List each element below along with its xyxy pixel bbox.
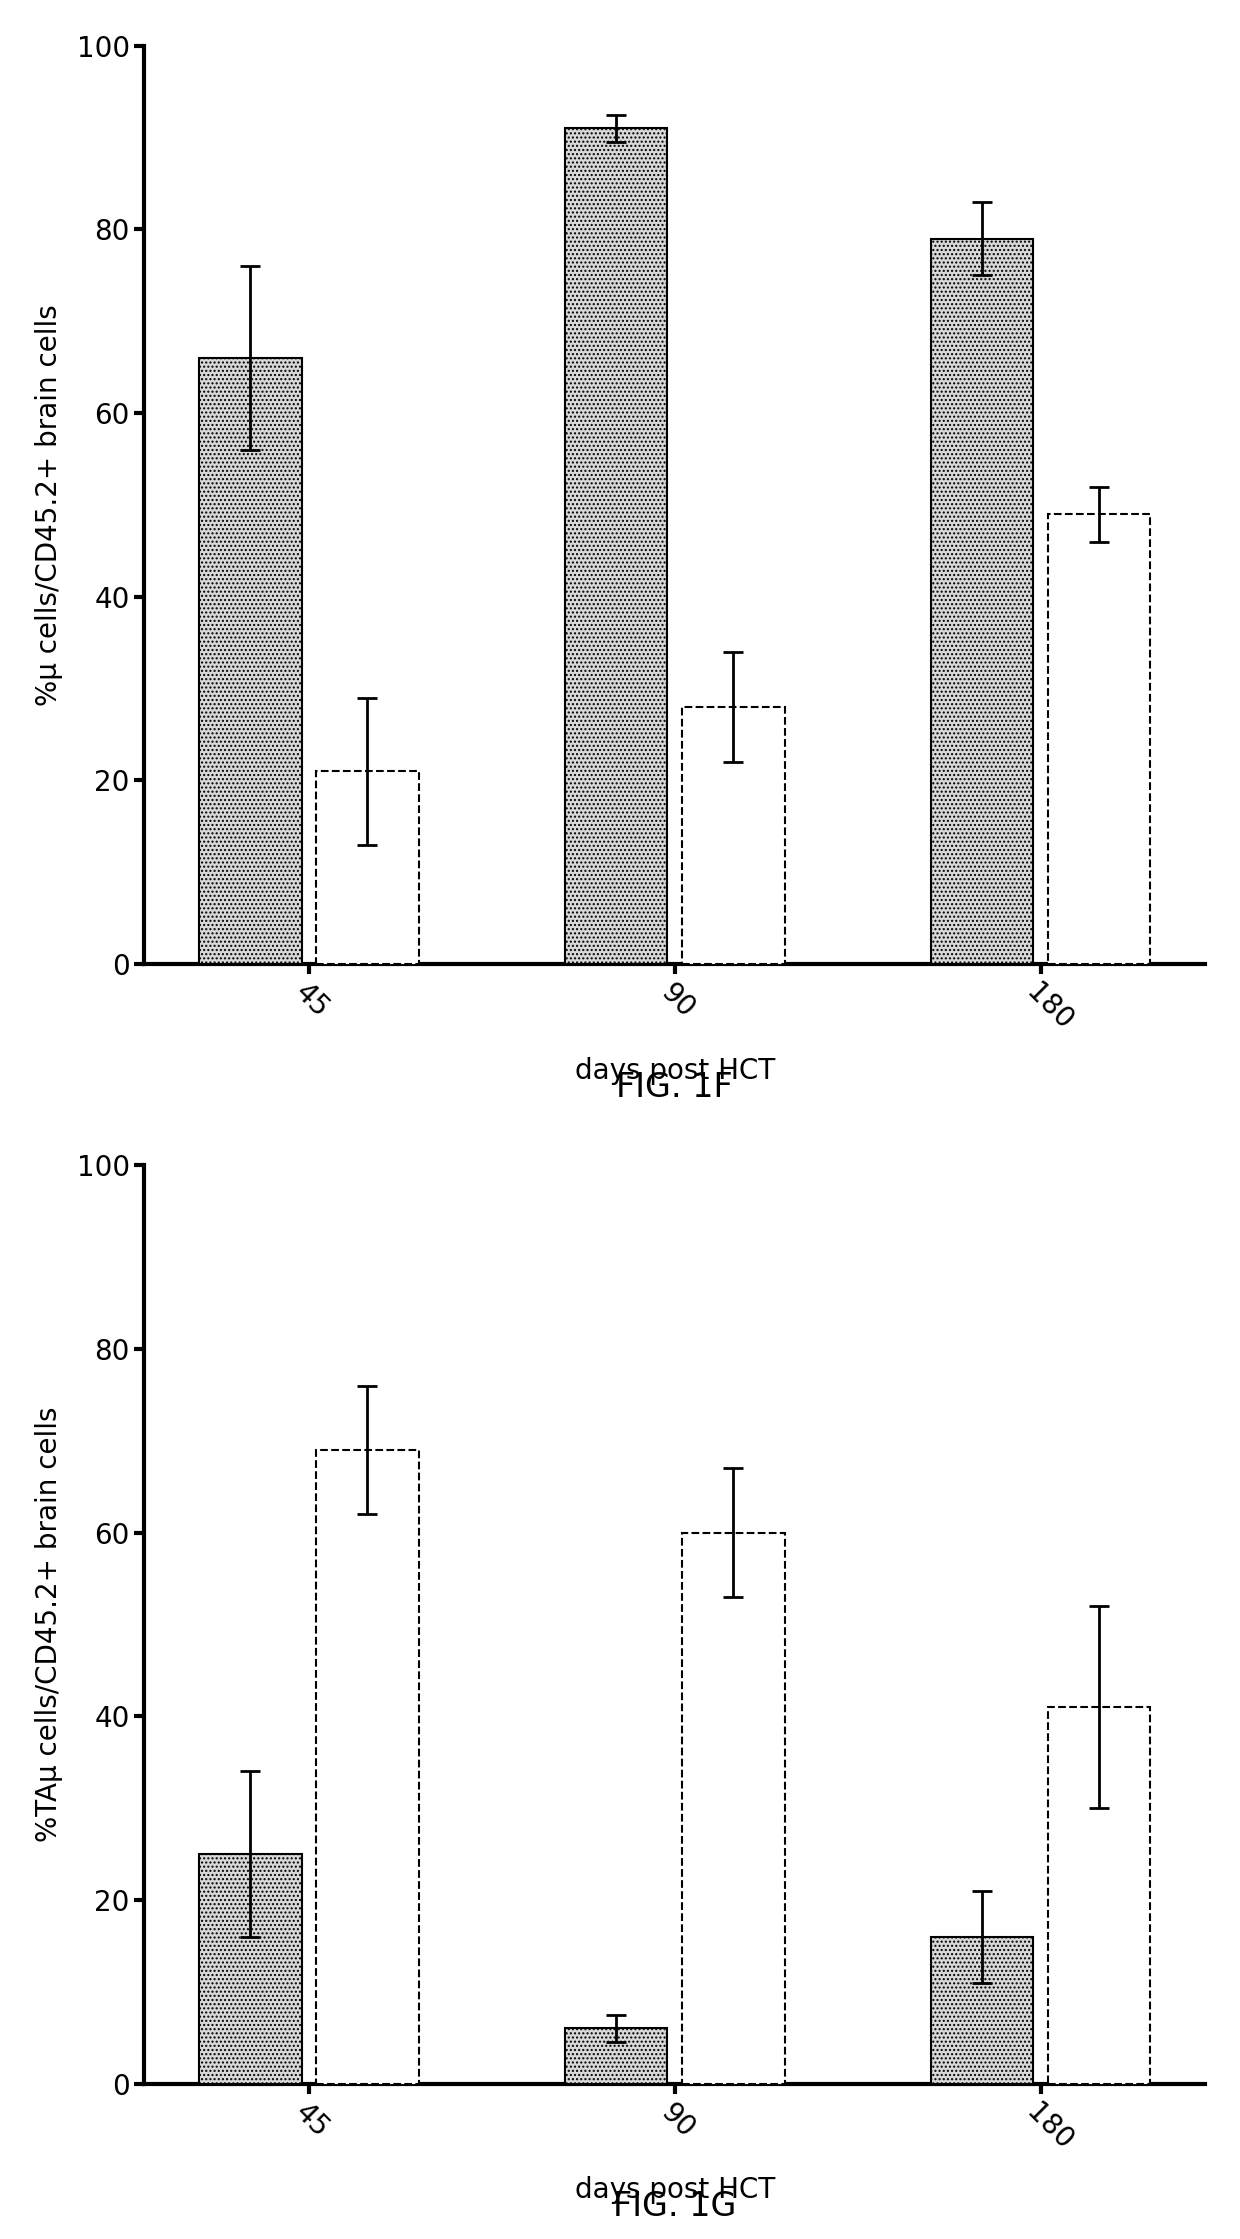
Bar xyxy=(931,240,1033,965)
Text: FIG. 1F: FIG. 1F xyxy=(616,1070,733,1104)
Bar xyxy=(565,2029,667,2085)
Bar xyxy=(1048,1706,1151,2085)
Bar xyxy=(200,1854,301,2085)
Y-axis label: %TAμ cells/CD45.2+ brain cells: %TAμ cells/CD45.2+ brain cells xyxy=(35,1406,63,1843)
X-axis label: days post HCT: days post HCT xyxy=(574,2176,775,2203)
Bar xyxy=(682,708,785,965)
Bar xyxy=(565,128,667,965)
Bar xyxy=(200,358,301,965)
Bar xyxy=(1048,515,1151,965)
Bar xyxy=(316,1451,419,2085)
Bar xyxy=(682,1531,785,2085)
X-axis label: days post HCT: days post HCT xyxy=(574,1057,775,1084)
Y-axis label: %μ cells/CD45.2+ brain cells: %μ cells/CD45.2+ brain cells xyxy=(35,305,63,705)
Text: FIG. 1G: FIG. 1G xyxy=(613,2190,737,2223)
Bar xyxy=(931,1937,1033,2085)
Bar xyxy=(316,770,419,965)
